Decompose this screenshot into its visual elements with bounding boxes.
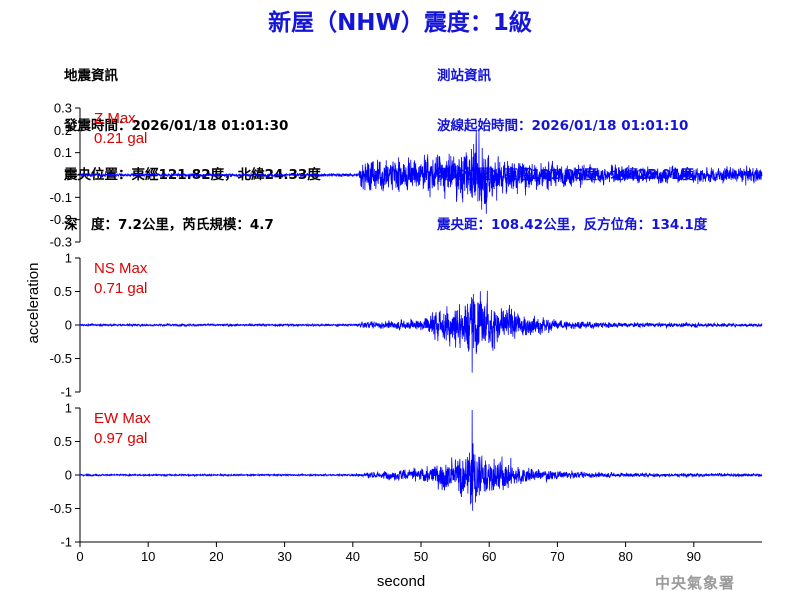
y-tick-label: -0.5 <box>50 351 72 366</box>
x-tick-label: 0 <box>76 549 83 564</box>
y-tick-label: -0.1 <box>50 190 72 205</box>
y-tick-label: -0.5 <box>50 501 72 516</box>
x-tick-label: 60 <box>482 549 496 564</box>
y-tick-label: 0.1 <box>54 145 72 160</box>
depth-magnitude: 深 度：7.2公里，芮氏規模：4.7 <box>64 216 274 233</box>
y-tick-label: 0.2 <box>54 123 72 138</box>
x-tick-label: 30 <box>277 549 291 564</box>
max-label: Z Max <box>94 110 136 127</box>
x-tick-label: 90 <box>687 549 701 564</box>
waveform-z <box>79 128 763 214</box>
y-tick-label: 0 <box>65 318 72 333</box>
waveform-ns <box>79 290 763 373</box>
station-info-heading: 測站資訊 <box>437 68 491 84</box>
max-label: EW Max <box>94 410 151 427</box>
max-value: 0.21 gal <box>94 130 147 147</box>
y-tick-label: 0.5 <box>54 284 72 299</box>
max-value: 0.71 gal <box>94 280 147 297</box>
y-tick-label: 0.5 <box>54 434 72 449</box>
y-tick-label: -0.3 <box>50 235 72 250</box>
x-tick-label: 40 <box>346 549 360 564</box>
y-tick-label: 1 <box>65 401 72 416</box>
earthquake-info: 地震資訊 發震時間：2026/01/18 01:01:30 震央位置：東經121… <box>64 35 321 250</box>
y-axis-label: acceleration <box>25 263 42 344</box>
waveform-ew <box>79 410 763 511</box>
x-tick-label: 20 <box>209 549 223 564</box>
panel-ns: 1 0.5 0 -0.5 -1 NS Max 0.71 gal <box>50 251 763 400</box>
chart-title: 新屋（NHW）震度：1級 <box>268 10 532 36</box>
y-tick-label: -1 <box>60 385 72 400</box>
y-tick-label: 0.3 <box>54 101 72 116</box>
wave-start-time: 波線起始時間：2026/01/18 01:01:10 <box>437 117 689 134</box>
x-tick-label: 10 <box>141 549 155 564</box>
max-value: 0.97 gal <box>94 430 147 447</box>
x-tick-label: 80 <box>618 549 632 564</box>
y-tick-label: 0 <box>65 168 72 183</box>
x-tick-label: 70 <box>550 549 564 564</box>
x-tick-label: 50 <box>414 549 428 564</box>
agency-watermark: 中央氣象署 <box>655 574 736 592</box>
y-tick-label: 0 <box>65 468 72 483</box>
y-tick-label: -0.2 <box>50 212 72 227</box>
x-axis-label: second <box>377 573 425 590</box>
panel-z: 0.3 0.2 0.1 0 -0.1 -0.2 -0.3 Z Max 0.21 gal <box>50 101 763 250</box>
origin-time: 發震時間：2026/01/18 01:01:30 <box>64 117 289 134</box>
earthquake-info-heading: 地震資訊 <box>64 68 118 84</box>
y-tick-label: 1 <box>65 251 72 266</box>
distance-azimuth: 震央距：108.42公里，反方位角：134.1度 <box>437 216 708 233</box>
panel-ew: 1 0.5 0 -0.5 -1 EW Max 0.97 gal <box>50 401 763 550</box>
max-label: NS Max <box>94 260 148 277</box>
y-tick-label: -1 <box>60 535 72 550</box>
